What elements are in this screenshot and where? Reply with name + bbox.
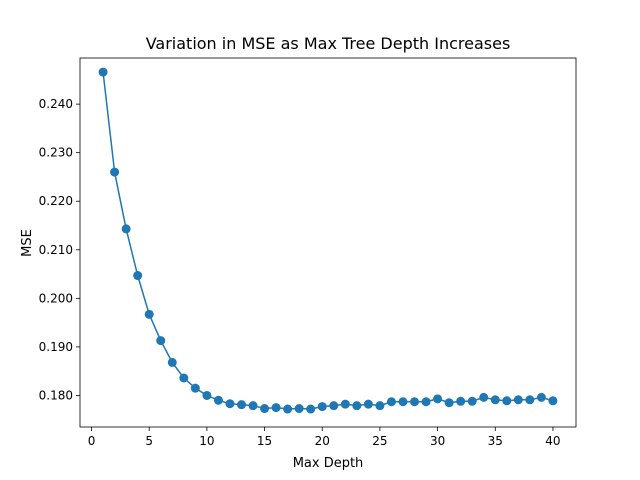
- x-tick-label: 5: [145, 434, 153, 448]
- data-point: [179, 373, 189, 383]
- data-point: [213, 395, 223, 405]
- data-point: [133, 271, 143, 281]
- x-tick-label: 30: [430, 434, 445, 448]
- data-point: [98, 67, 108, 77]
- data-point: [190, 383, 200, 393]
- series-line: [102, 71, 554, 410]
- y-axis-label: MSE: [20, 229, 35, 257]
- data-point: [421, 397, 431, 407]
- y-tick-label: 0.240: [39, 97, 73, 111]
- data-point: [375, 401, 385, 411]
- data-point: [536, 392, 546, 402]
- x-tick-label: 35: [488, 434, 503, 448]
- data-point: [398, 397, 408, 407]
- x-tick-label: 10: [199, 434, 214, 448]
- y-tick-label: 0.210: [39, 243, 73, 257]
- data-point: [225, 399, 235, 409]
- x-axis-label: Max Depth: [293, 456, 364, 471]
- plot-area: [80, 58, 576, 427]
- data-point: [248, 401, 258, 411]
- data-point: [502, 396, 512, 406]
- x-tick-label: 25: [372, 434, 387, 448]
- x-tick-label: 0: [88, 434, 96, 448]
- data-point: [433, 394, 443, 404]
- data-point: [167, 357, 177, 367]
- data-point: [340, 399, 350, 409]
- data-point: [444, 398, 454, 408]
- y-tick-label: 0.230: [39, 146, 73, 160]
- data-point: [294, 404, 304, 414]
- x-tick-label: 40: [545, 434, 560, 448]
- data-point: [110, 167, 120, 177]
- y-tick-label: 0.190: [39, 340, 73, 354]
- data-point: [363, 399, 373, 409]
- data-point: [121, 224, 131, 234]
- y-tick-label: 0.200: [39, 291, 73, 305]
- data-point: [548, 396, 558, 406]
- data-point: [410, 397, 420, 407]
- data-point: [479, 392, 489, 402]
- data-point: [283, 404, 293, 414]
- data-point: [236, 400, 246, 410]
- data-point: [467, 396, 477, 406]
- data-point: [156, 336, 166, 346]
- data-point: [386, 397, 396, 407]
- data-point: [144, 309, 154, 319]
- data-point: [525, 395, 535, 405]
- x-tick-label: 15: [257, 434, 272, 448]
- data-point: [490, 395, 500, 405]
- data-point: [513, 395, 523, 405]
- y-tick-label: 0.180: [39, 388, 73, 402]
- data-point: [271, 403, 281, 413]
- data-point: [456, 396, 466, 406]
- data-point: [202, 390, 212, 400]
- data-point: [352, 401, 362, 411]
- data-point: [329, 401, 339, 411]
- y-tick-label: 0.220: [39, 194, 73, 208]
- data-point: [317, 402, 327, 412]
- axes: 0 5 10 15 20 25 30 35 40 0.180 0.190 0.200 0.210 0.22…: [39, 57, 577, 448]
- plot-marks: [98, 67, 558, 414]
- x-tick-label: 20: [315, 434, 330, 448]
- plot-frame: [79, 57, 577, 428]
- data-point: [306, 404, 316, 414]
- data-point: [260, 404, 270, 414]
- chart-title: Variation in MSE as Max Tree Depth Incre…: [146, 34, 511, 53]
